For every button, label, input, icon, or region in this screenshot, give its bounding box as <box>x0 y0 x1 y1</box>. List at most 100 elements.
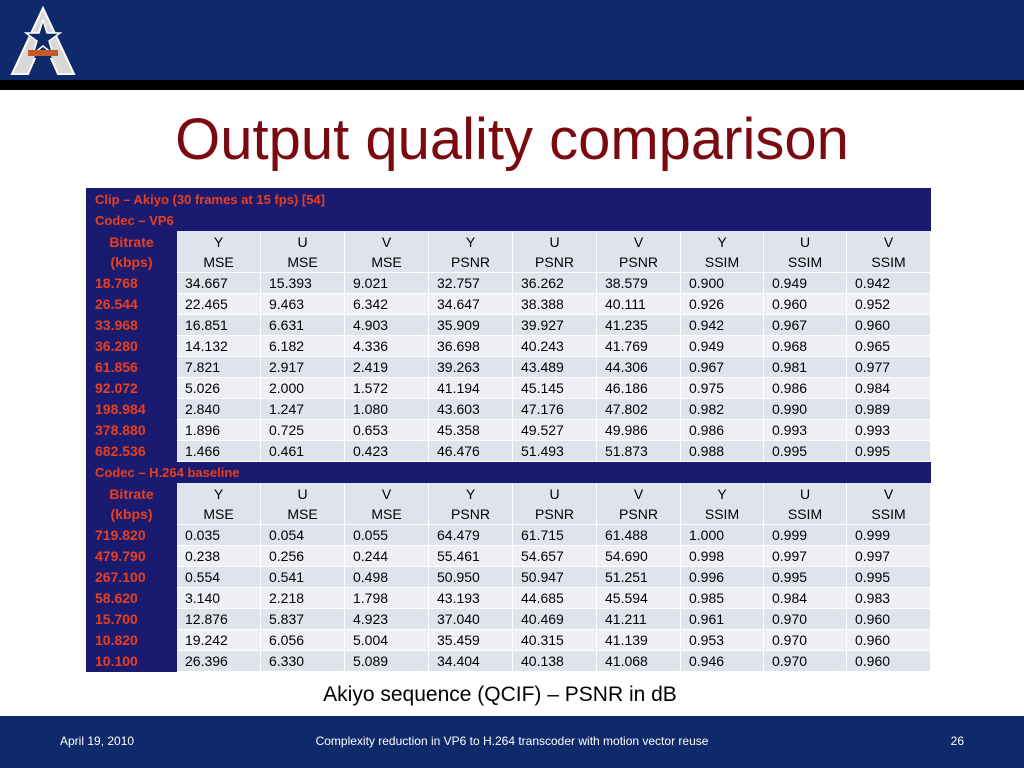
bitrate-cell: 61.856 <box>86 356 177 378</box>
column-header-line1: U <box>799 233 811 250</box>
column-header-line1: U <box>297 485 308 502</box>
value-cell: 51.873 <box>596 440 681 462</box>
value-cell: 41.211 <box>596 608 681 630</box>
value-cell: 0.993 <box>845 419 932 441</box>
table-row: 719.820 0.035 0.054 0.055 64.479 61.715 61.488… <box>86 524 932 546</box>
value-cell: 44.685 <box>512 587 597 609</box>
value-cell: 0.995 <box>763 440 847 462</box>
column-header-line1: U <box>549 233 560 250</box>
column-header-line2: MSE <box>287 253 318 270</box>
value-cell: 1.000 <box>680 524 764 546</box>
table-row: 18.768 34.667 15.393 9.021 32.757 36.262 38.57… <box>86 272 932 294</box>
value-cell: 0.960 <box>845 629 932 651</box>
value-cell: 36.262 <box>512 272 597 294</box>
value-cell: 54.690 <box>596 545 681 567</box>
slide-title: Output quality comparison <box>175 107 849 172</box>
value-cell: 9.463 <box>260 293 345 315</box>
table-row: 10.100 26.396 6.330 5.089 34.404 40.138 41.068… <box>86 650 932 672</box>
bitrate-cell: 267.100 <box>86 566 177 588</box>
value-cell: 44.306 <box>596 356 681 378</box>
bitrate-cell: 10.100 <box>86 650 177 672</box>
column-header: U PSNR <box>512 230 597 273</box>
value-cell: 3.140 <box>176 587 261 609</box>
value-cell: 2.218 <box>260 587 345 609</box>
column-header-line1: Y <box>213 485 224 502</box>
table-row: 58.620 3.140 2.218 1.798 43.193 44.685 45.594 0… <box>86 587 932 609</box>
column-header: Y SSIM <box>680 482 764 525</box>
column-header-line2: PSNR <box>619 253 658 270</box>
column-header-line1: V <box>381 485 392 502</box>
value-cell: 49.527 <box>512 419 597 441</box>
value-cell: 0.953 <box>680 629 764 651</box>
value-cell: 39.263 <box>428 356 513 378</box>
section-label-row: Codec – H.264 baseline <box>85 461 932 483</box>
value-cell: 37.040 <box>428 608 513 630</box>
value-cell: 41.194 <box>428 377 513 399</box>
bitrate-cell: 33.968 <box>86 314 177 336</box>
value-cell: 5.089 <box>344 650 429 672</box>
value-cell: 6.182 <box>260 335 345 357</box>
value-cell: 47.802 <box>596 398 681 420</box>
section-label-row: Codec – VP6 <box>85 209 932 231</box>
bitrate-cell: 58.620 <box>86 587 177 609</box>
value-cell: 40.315 <box>512 629 597 651</box>
value-cell: 0.960 <box>845 650 932 672</box>
value-cell: 2.840 <box>176 398 261 420</box>
value-cell: 0.949 <box>763 272 847 294</box>
bitrate-cell: 479.790 <box>86 545 177 567</box>
column-header: V PSNR <box>596 482 681 525</box>
value-cell: 0.926 <box>680 293 764 315</box>
value-cell: 45.145 <box>512 377 597 399</box>
table-row: 61.856 7.821 2.917 2.419 39.263 43.489 44.306 0… <box>86 356 932 378</box>
value-cell: 12.876 <box>176 608 261 630</box>
value-cell: 0.999 <box>845 524 932 546</box>
value-cell: 0.423 <box>344 440 429 462</box>
value-cell: 49.986 <box>596 419 681 441</box>
star-a-logo-icon <box>10 6 76 75</box>
column-header-row: Bitrate (kbps) Y MSE U MSE V MSE Y PSNR U PSNR V PSNR… <box>86 482 932 525</box>
value-cell: 34.667 <box>176 272 261 294</box>
quality-table: Clip – Akiyo (30 frames at 15 fps) [54] C… <box>85 188 932 672</box>
value-cell: 41.068 <box>596 650 681 672</box>
value-cell: 0.997 <box>845 545 932 567</box>
column-header-line2: SSIM <box>871 505 906 522</box>
value-cell: 0.244 <box>344 545 429 567</box>
value-cell: 0.996 <box>680 566 764 588</box>
table-caption: Akiyo sequence (QCIF) – PSNR in dB <box>323 683 677 706</box>
value-cell: 0.653 <box>344 419 429 441</box>
column-header-line2: SSIM <box>787 253 823 270</box>
value-cell: 0.725 <box>260 419 345 441</box>
column-header: Y MSE <box>176 230 261 273</box>
table-row: 15.700 12.876 5.837 4.923 37.040 40.469 41.211… <box>86 608 932 630</box>
value-cell: 36.698 <box>428 335 513 357</box>
value-cell: 0.982 <box>680 398 764 420</box>
column-header: U SSIM <box>763 482 847 525</box>
column-header: U SSIM <box>763 230 847 273</box>
value-cell: 0.999 <box>763 524 847 546</box>
section-label: Codec – H.264 baseline <box>85 461 932 483</box>
value-cell: 4.336 <box>344 335 429 357</box>
value-cell: 39.927 <box>512 314 597 336</box>
value-cell: 0.967 <box>763 314 847 336</box>
column-header-line1: V <box>883 485 894 502</box>
column-header-line1: V <box>633 233 644 250</box>
page-number: 26 <box>950 734 964 748</box>
column-header-line2: MSE <box>287 505 318 522</box>
value-cell: 0.554 <box>176 566 261 588</box>
value-cell: 43.193 <box>428 587 513 609</box>
value-cell: 16.851 <box>176 314 261 336</box>
value-cell: 0.965 <box>845 335 932 357</box>
column-header-line1: Y <box>465 485 476 502</box>
column-header: U MSE <box>260 230 345 273</box>
bitrate-cell: 198.984 <box>86 398 177 420</box>
bitrate-cell: 682.536 <box>86 440 177 462</box>
column-header-line2: SSIM <box>871 253 906 270</box>
column-header-line2: PSNR <box>535 505 574 522</box>
value-cell: 40.469 <box>512 608 597 630</box>
bitrate-header: Bitrate (kbps) <box>86 482 177 525</box>
value-cell: 0.035 <box>176 524 261 546</box>
column-header-row: Bitrate (kbps) Y MSE U MSE V MSE Y PSNR U PSNR V PSNR… <box>86 230 932 273</box>
value-cell: 5.026 <box>176 377 261 399</box>
table-row: 682.536 1.466 0.461 0.423 46.476 51.493 51.873… <box>86 440 932 462</box>
value-cell: 0.998 <box>680 545 764 567</box>
